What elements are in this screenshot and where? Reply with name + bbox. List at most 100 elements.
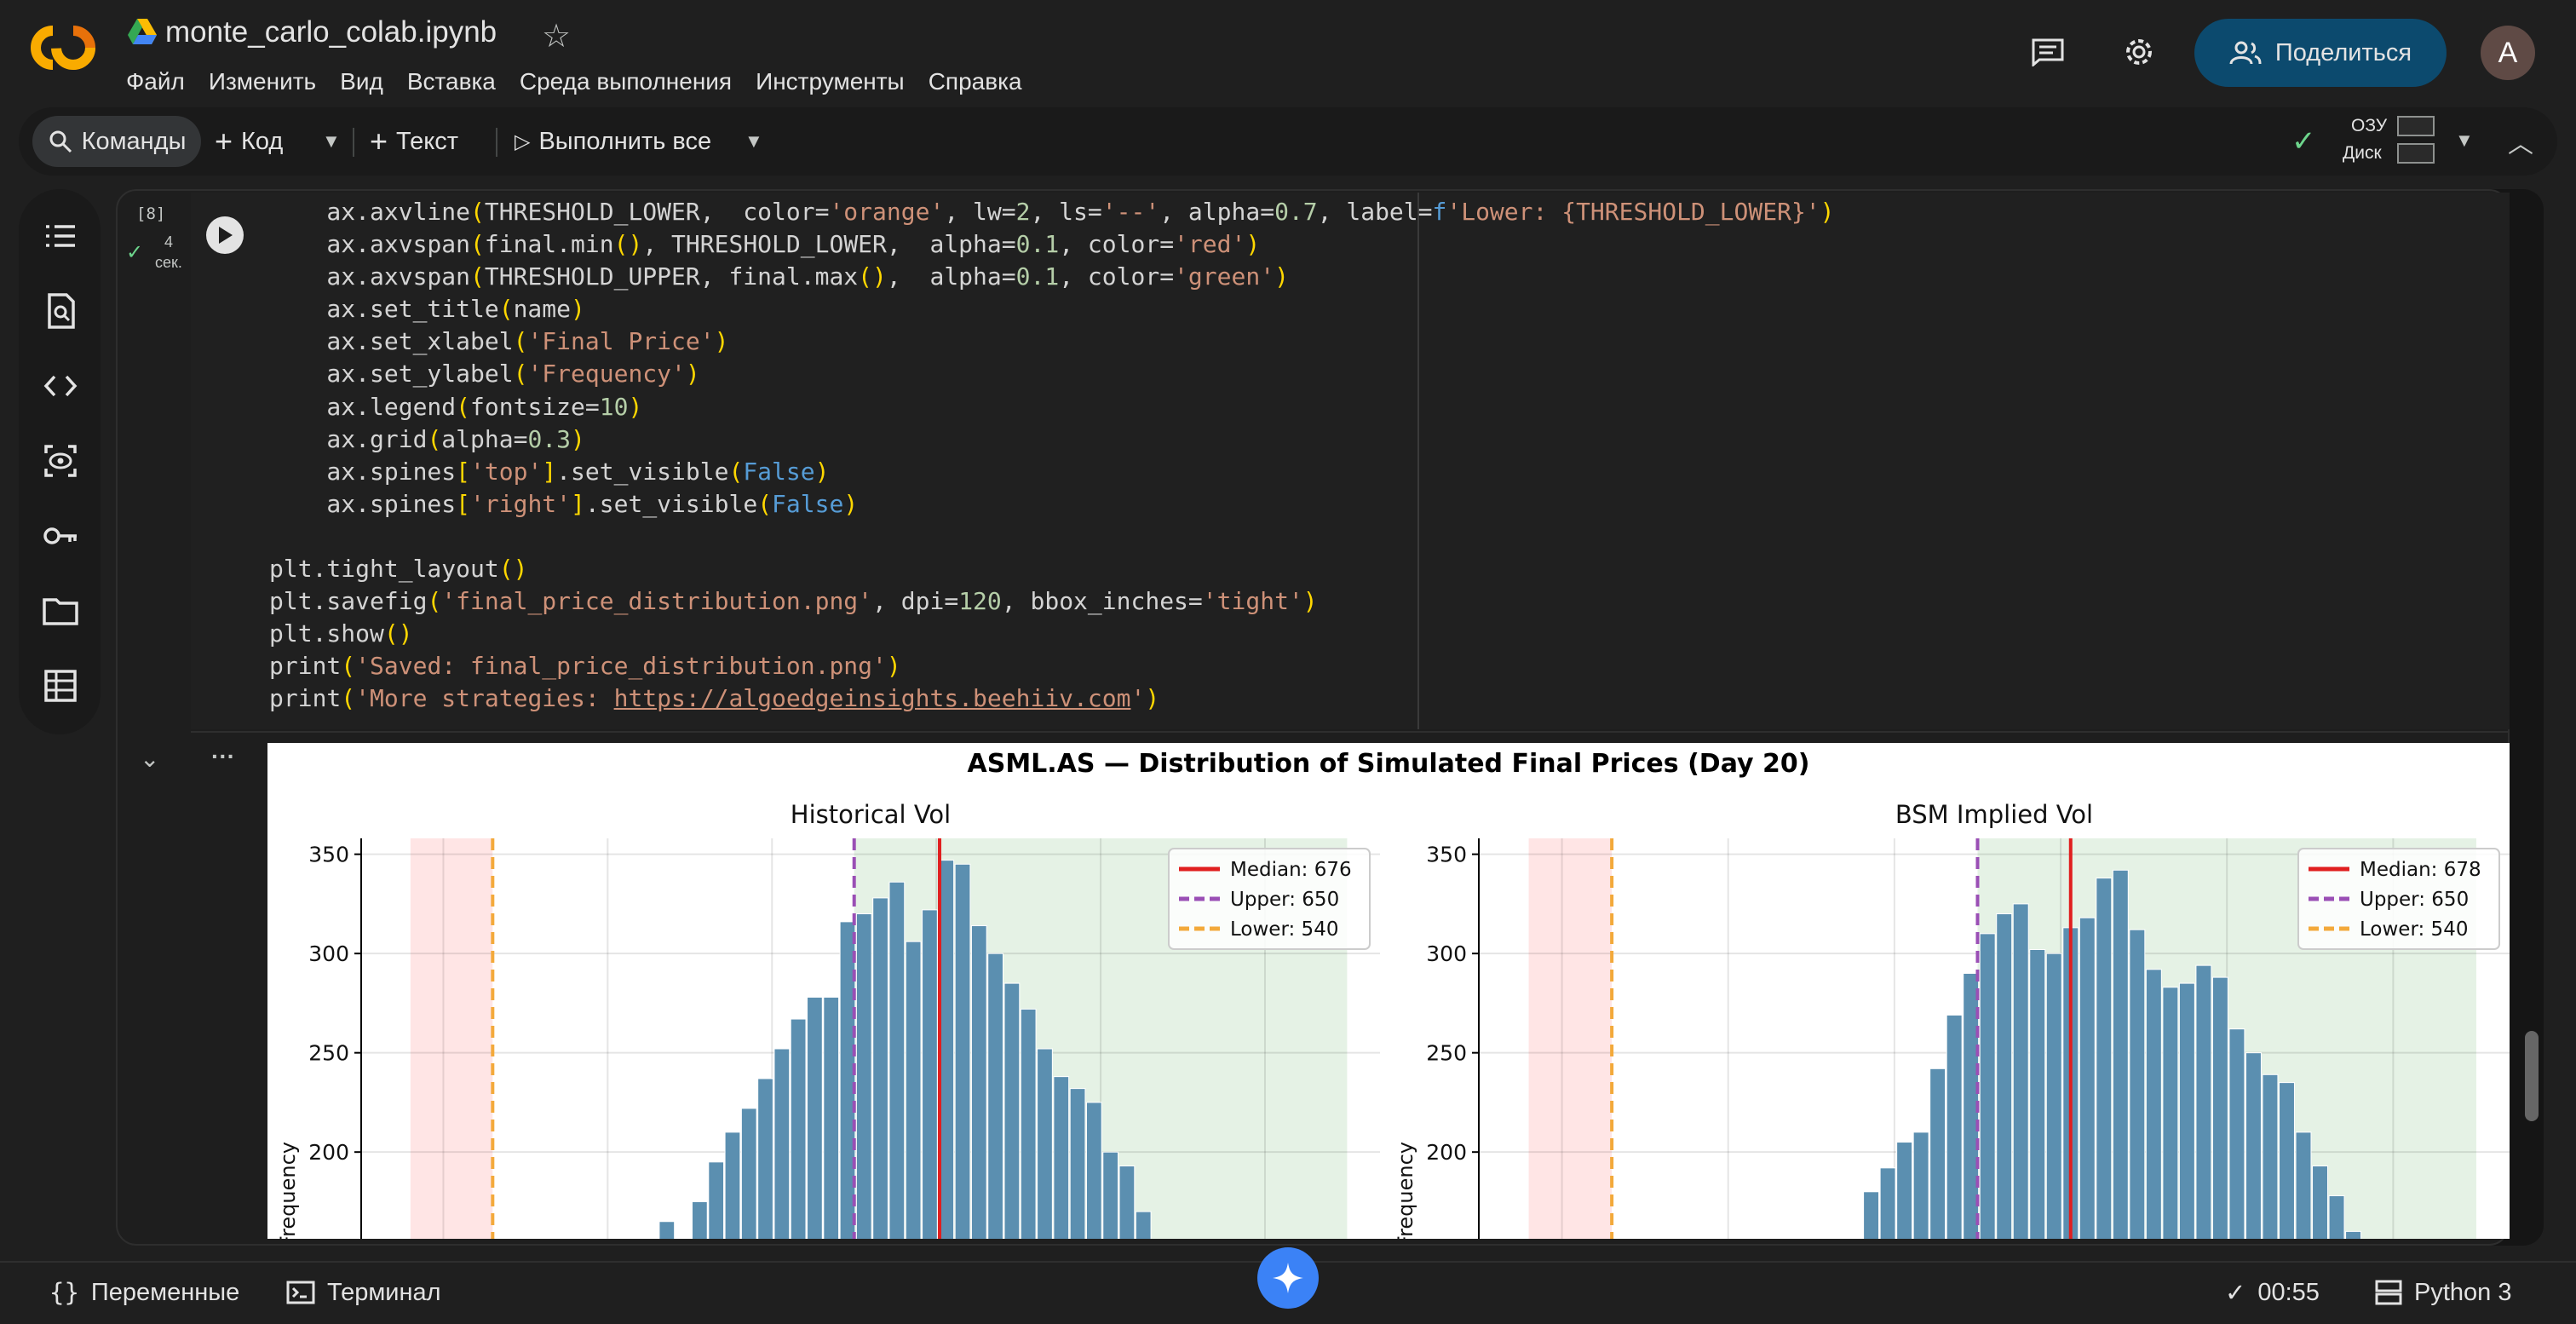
colab-logo-icon[interactable] (27, 19, 99, 77)
add-text-button[interactable]: + Текст (370, 116, 458, 167)
terminal-button[interactable]: Терминал (286, 1273, 441, 1312)
variable-inspector-icon[interactable] (39, 440, 82, 482)
histogram-bar (970, 925, 987, 1239)
code-line[interactable]: ax.legend(fontsize=10) (269, 392, 643, 421)
histogram-bar (1102, 1151, 1119, 1239)
histogram-bar (757, 1078, 773, 1239)
legend-entry: Upper: 650 (2360, 889, 2469, 911)
histogram-bar (888, 881, 906, 1239)
play-icon (219, 227, 233, 244)
code-line[interactable]: print('Saved: final_price_distribution.p… (269, 652, 901, 681)
legend-box (1168, 848, 1371, 950)
histogram-bar (2162, 987, 2179, 1239)
code-line[interactable]: ax.set_xlabel('Final Price') (269, 327, 729, 356)
histogram-bar (2279, 1082, 2295, 1239)
histogram-bar (1896, 1142, 1913, 1239)
notebook-title[interactable]: monte_carlo_colab.ipynb (165, 15, 497, 49)
y-tick-label: 250 (1426, 1041, 1467, 1066)
legend-entry: Lower: 540 (1230, 918, 1338, 941)
output-more-actions-icon[interactable]: ··· (211, 743, 235, 769)
code-line[interactable]: plt.savefig('final_price_distribution.pn… (269, 587, 1318, 616)
menu-help[interactable]: Справка (928, 68, 1022, 95)
chevron-up-icon[interactable]: ︿ (2508, 130, 2533, 158)
add-code-label: Код (241, 127, 284, 155)
gemini-sparkle-icon (1273, 1263, 1303, 1293)
resources-dropdown-icon[interactable]: ▼ (2455, 130, 2474, 151)
scrollbar-thumb[interactable] (2525, 1031, 2539, 1121)
menu-runtime[interactable]: Среда выполнения (519, 68, 733, 95)
connected-check-icon: ✓ (2291, 125, 2316, 158)
code-snippets-icon[interactable] (39, 365, 82, 407)
disk-label[interactable]: Диск (2343, 143, 2382, 163)
runtime-button[interactable]: Python 3 (2375, 1273, 2511, 1312)
y-tick-label: 250 (308, 1041, 349, 1066)
plus-icon: + (215, 124, 233, 158)
histogram-bar (2195, 964, 2212, 1239)
code-line[interactable]: plt.tight_layout() (269, 555, 528, 584)
ram-meter[interactable] (2397, 116, 2435, 136)
code-line[interactable]: plt.show() (269, 619, 413, 648)
code-editor[interactable] (191, 193, 2510, 729)
runtime-label: Python 3 (2414, 1278, 2512, 1306)
gemini-button[interactable] (1257, 1247, 1319, 1309)
add-code-button[interactable]: + Код (215, 116, 283, 167)
histogram-bar (2012, 903, 2029, 1239)
code-line[interactable]: ax.axvspan(THRESHOLD_UPPER, final.max(),… (269, 262, 1289, 291)
disk-meter[interactable] (2397, 143, 2435, 164)
code-line[interactable]: ax.grid(alpha=0.3) (269, 424, 585, 453)
y-axis-label: Frequency (1394, 1142, 1417, 1239)
histogram-bar (740, 1108, 757, 1239)
legend-entry: Median: 676 (1230, 859, 1352, 881)
code-line[interactable] (269, 521, 1835, 553)
run-all-label: Выполнить все (538, 127, 712, 155)
runtime-status[interactable]: ✓ 00:55 (2225, 1273, 2320, 1312)
variables-button[interactable]: {} Переменные (49, 1273, 239, 1312)
account-avatar[interactable]: A (2481, 26, 2535, 80)
code-line[interactable]: ax.spines['right'].set_visible(False) (269, 489, 859, 518)
histogram-bar (692, 1200, 708, 1239)
histogram-bar (872, 897, 888, 1239)
menu-insert[interactable]: Вставка (406, 68, 496, 95)
plus-icon: + (370, 124, 388, 158)
histogram-bar (1979, 933, 1996, 1239)
files-folder-icon[interactable] (39, 590, 82, 632)
settings-gear-icon[interactable] (2121, 34, 2157, 70)
commands-button[interactable]: Команды (32, 116, 201, 167)
code-line[interactable]: ax.set_title(name) (269, 295, 585, 324)
app-header (0, 0, 2576, 107)
add-code-dropdown-icon[interactable]: ▼ (322, 130, 341, 152)
histogram-bar (1996, 913, 2013, 1239)
comment-icon[interactable] (2031, 37, 2065, 66)
code-line[interactable]: print('More strategies: https://algoedge… (269, 684, 1160, 713)
histogram-bar (2245, 1052, 2262, 1239)
histogram-bar (807, 996, 823, 1239)
histogram-bar (1053, 1076, 1070, 1239)
menu-view[interactable]: Вид (340, 68, 383, 95)
output-figure: ASML.AS — Distribution of Simulated Fina… (267, 743, 2510, 1239)
find-replace-icon[interactable] (39, 290, 82, 332)
code-line[interactable]: ax.axvline(THRESHOLD_LOWER, color='orang… (269, 198, 1835, 226)
share-button[interactable]: Поделиться (2194, 19, 2447, 87)
menu-edit[interactable]: Изменить (208, 68, 317, 95)
star-icon[interactable]: ☆ (542, 19, 572, 55)
histogram-bar (2045, 953, 2062, 1239)
output-collapse-chevron-down-icon[interactable]: ⌄ (140, 745, 160, 772)
output-divider (191, 731, 2510, 733)
table-of-contents-icon[interactable] (39, 215, 82, 257)
code-line[interactable]: ax.axvspan(final.min(), THRESHOLD_LOWER,… (269, 230, 1261, 259)
code-text[interactable]: ax.axvline(THRESHOLD_LOWER, color='orang… (269, 196, 1835, 716)
data-table-icon[interactable] (39, 665, 82, 707)
execution-time-value: 4 (164, 233, 173, 250)
menu-file[interactable]: Файл (126, 68, 185, 95)
secrets-key-icon[interactable] (39, 515, 82, 557)
menu-tools[interactable]: Инструменты (756, 68, 905, 95)
run-cell-button[interactable] (206, 216, 244, 254)
search-icon (49, 130, 72, 153)
histogram-bar (1135, 1211, 1152, 1239)
run-all-dropdown-icon[interactable]: ▼ (745, 130, 763, 152)
ram-label[interactable]: ОЗУ (2351, 116, 2388, 135)
code-line[interactable]: ax.set_ylabel('Frequency') (269, 360, 700, 389)
legend-entry: Upper: 650 (1230, 889, 1339, 911)
code-line[interactable]: ax.spines['top'].set_visible(False) (269, 457, 830, 486)
run-all-button[interactable]: ▷ Выполнить все (515, 116, 711, 167)
